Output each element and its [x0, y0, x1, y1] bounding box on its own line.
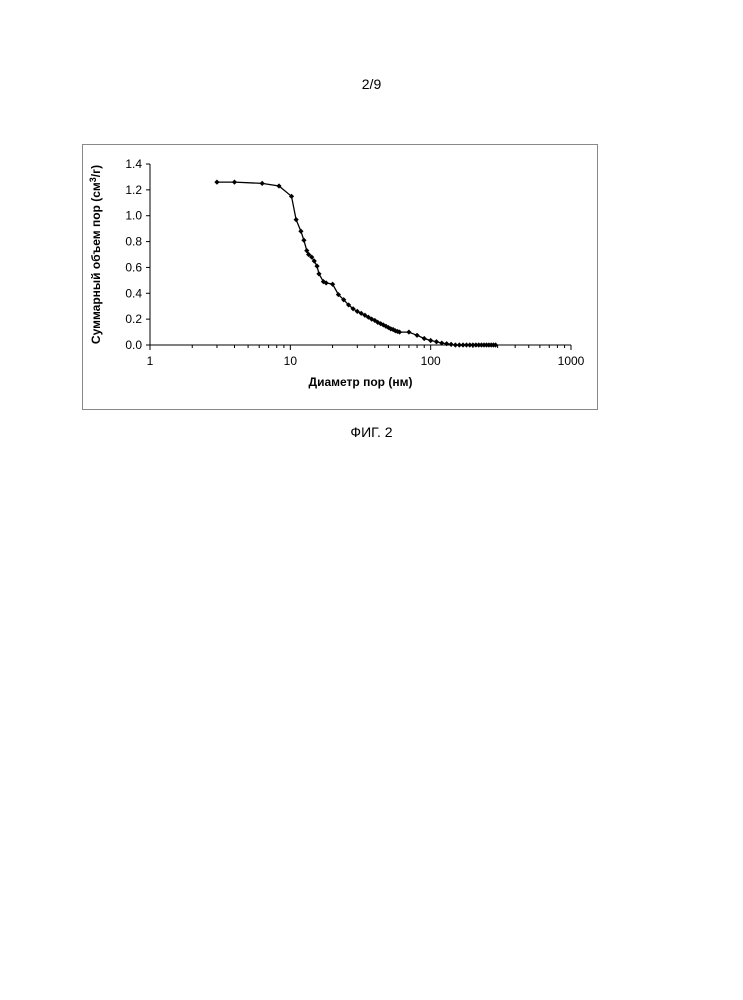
x-tick-label: 100: [421, 354, 441, 368]
y-axis-title-part1: Суммарный объем пор (см: [89, 182, 103, 344]
data-point: [298, 229, 303, 234]
data-point: [301, 238, 306, 243]
y-axis-title-part2: /г): [89, 165, 103, 177]
data-point: [444, 341, 449, 346]
y-tick-label: 0.4: [125, 286, 142, 300]
chart-svg: 0.0 0.2 0.4 0.6 0.8 1.0 1.2 1.4 1 10 100 1000 Диам…: [82, 144, 598, 410]
data-point: [316, 271, 321, 276]
figure-caption: ФИГ. 2: [0, 424, 743, 440]
x-tick-label: 1000: [558, 354, 585, 368]
data-point: [406, 329, 411, 334]
series-line: [217, 182, 496, 345]
y-tick-label: 0.8: [125, 235, 142, 249]
data-point: [414, 333, 419, 338]
data-point: [294, 217, 299, 222]
y-tick-label: 0.6: [125, 260, 142, 274]
data-point: [260, 181, 265, 186]
y-axis-ticks: 0.0 0.2 0.4 0.6 0.8 1.0 1.2 1.4: [125, 157, 150, 352]
data-point: [434, 339, 439, 344]
x-axis-ticks: 1 10 100 1000: [147, 345, 585, 368]
data-point: [214, 180, 219, 185]
x-tick-label: 10: [284, 354, 298, 368]
y-tick-label: 0.0: [125, 338, 142, 352]
y-axis-title: Суммарный объем пор (см3/г): [88, 165, 103, 344]
x-tick-label: 1: [147, 354, 154, 368]
data-point: [449, 342, 454, 347]
page-number: 2/9: [0, 76, 743, 92]
chart-border: [83, 145, 598, 410]
data-point: [314, 264, 319, 269]
plot-series: [214, 180, 498, 348]
y-tick-label: 1.2: [125, 183, 142, 197]
data-point: [422, 336, 427, 341]
y-tick-label: 0.2: [125, 312, 142, 326]
data-point: [428, 338, 433, 343]
x-axis-title: Диаметр пор (нм): [309, 375, 413, 389]
data-point: [330, 282, 335, 287]
chart-container: 0.0 0.2 0.4 0.6 0.8 1.0 1.2 1.4 1 10 100 1000 Диам…: [82, 144, 598, 410]
y-tick-label: 1.4: [125, 157, 142, 171]
y-tick-label: 1.0: [125, 209, 142, 223]
data-point: [232, 180, 237, 185]
